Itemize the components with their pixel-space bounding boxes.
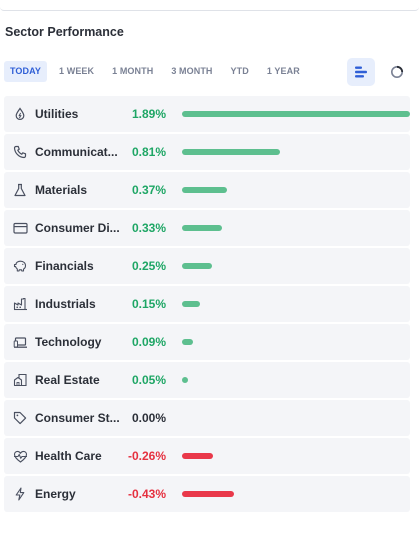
sector-name: Industrials [35,297,96,311]
sector-row-energy[interactable]: Energy -0.43% [4,476,410,512]
sector-bar [182,339,193,345]
buildings-icon [12,372,28,388]
piggy-bank-icon [12,258,28,274]
sector-name: Energy [35,487,76,501]
bar-view-button[interactable] [347,58,375,86]
credit-card-icon [12,220,28,236]
sector-bar [182,111,410,117]
sector-change: 0.25% [131,259,166,273]
sector-change: -0.26% [127,449,166,463]
sector-bar [182,187,227,193]
time-range-tabs: TODAY 1 WEEK 1 MONTH 3 MONTH YTD 1 YEAR [4,61,312,82]
tag-icon [12,410,28,426]
sector-row-consumer-discretionary[interactable]: Consumer Di... 0.33% [4,210,410,246]
sector-bar [182,225,222,231]
drop-icon [12,106,28,122]
sector-bar [182,263,213,269]
sector-bar [182,149,280,155]
sector-name: Communicat... [35,145,118,159]
sector-name: Consumer Di... [35,221,120,235]
widget-title: Sector Performance [5,25,124,39]
sector-name: Health Care [35,449,102,463]
sector-name: Utilities [35,107,79,121]
range-tab-1-year[interactable]: 1 YEAR [266,66,300,76]
range-tab-ytd[interactable]: YTD [230,66,249,76]
sector-row-materials[interactable]: Materials 0.37% [4,172,410,208]
sector-change: -0.43% [127,487,166,501]
sector-bar [182,301,201,307]
laptop-icon [12,334,28,350]
sector-row-utilities[interactable]: Utilities 1.89% [4,96,410,132]
sector-name: Real Estate [35,373,100,387]
sector-row-consumer-staples[interactable]: Consumer St... 0.00% [4,400,410,436]
sector-row-real-estate[interactable]: Real Estate 0.05% [4,362,410,398]
sector-change: 0.09% [131,335,166,349]
heartbeat-icon [12,448,28,464]
sector-change: 1.89% [131,107,166,121]
sector-name: Consumer St... [35,411,120,425]
sector-change: 0.37% [131,183,166,197]
sector-row-financials[interactable]: Financials 0.25% [4,248,410,284]
sector-change: 0.15% [131,297,166,311]
flask-icon [12,182,28,198]
sector-change: 0.33% [131,221,166,235]
donut-chart-icon [391,65,404,78]
sector-row-technology[interactable]: Technology 0.09% [4,324,410,360]
top-divider [0,0,419,11]
phone-icon [12,144,28,160]
sector-change: 0.00% [131,411,166,425]
sector-list: Utilities 1.89% Communicat... 0.81% Mate… [4,96,410,514]
sector-change: 0.81% [131,145,166,159]
sector-name: Technology [35,335,102,349]
sector-change: 0.05% [131,373,166,387]
sector-bar [182,453,214,459]
sector-row-communication[interactable]: Communicat... 0.81% [4,134,410,170]
factory-icon [12,296,28,312]
bar-chart-icon [355,66,367,78]
sector-row-industrials[interactable]: Industrials 0.15% [4,286,410,322]
range-tab-1-week[interactable]: 1 WEEK [59,66,95,76]
sector-name: Materials [35,183,88,197]
sector-bar [182,491,234,497]
range-tab-3-month[interactable]: 3 MONTH [171,66,213,76]
sector-name: Financials [35,259,94,273]
lightning-icon [12,486,28,502]
donut-view-button[interactable] [383,58,411,86]
range-tab-today[interactable]: TODAY [4,61,48,82]
range-tab-1-month[interactable]: 1 MONTH [112,66,154,76]
sector-bar [182,377,188,383]
sector-row-health-care[interactable]: Health Care -0.26% [4,438,410,474]
